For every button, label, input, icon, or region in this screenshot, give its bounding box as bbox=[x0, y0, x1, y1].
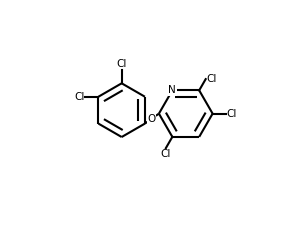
Text: Cl: Cl bbox=[206, 74, 217, 84]
Text: Cl: Cl bbox=[161, 149, 171, 159]
Text: Cl: Cl bbox=[117, 59, 127, 70]
Text: Cl: Cl bbox=[74, 92, 84, 102]
Text: O: O bbox=[148, 114, 156, 124]
Text: Cl: Cl bbox=[227, 109, 237, 119]
Text: N: N bbox=[168, 85, 176, 95]
